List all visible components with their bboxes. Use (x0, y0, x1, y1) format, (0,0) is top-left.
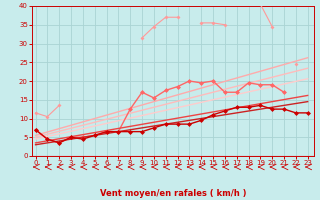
Text: Vent moyen/en rafales ( km/h ): Vent moyen/en rafales ( km/h ) (100, 189, 246, 198)
